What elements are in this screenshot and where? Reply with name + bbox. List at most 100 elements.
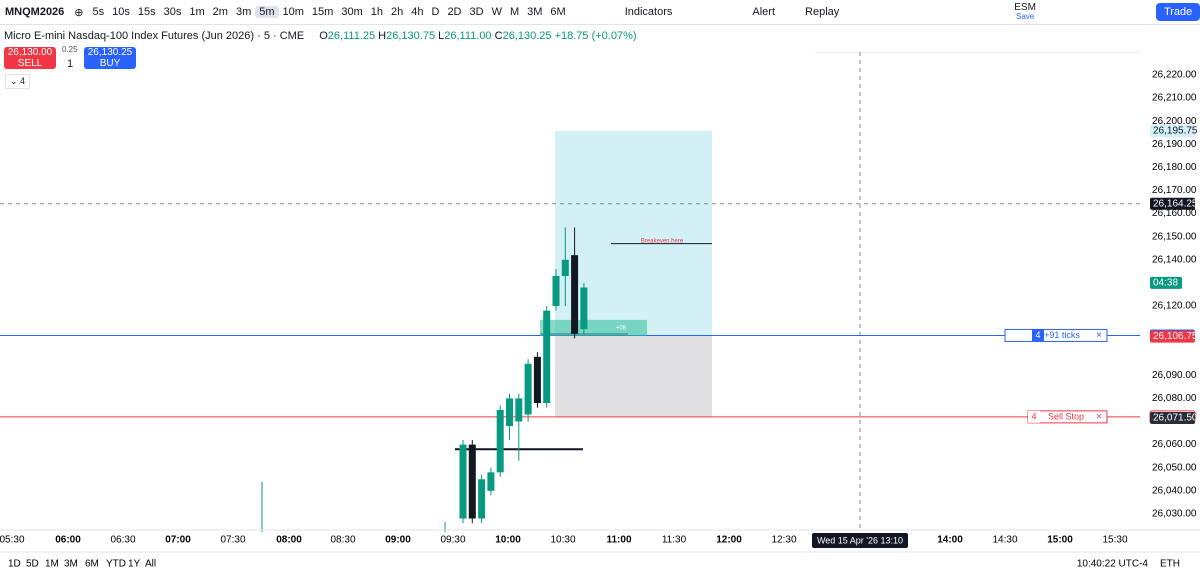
time-tick: 14:00 — [937, 535, 963, 546]
indicators[interactable]: Indicators — [624, 6, 673, 18]
interval[interactable]: 1h — [370, 6, 383, 18]
h-value: 26,130.75 — [386, 30, 436, 42]
order-qty: 4 — [1031, 411, 1036, 421]
order-close[interactable]: × — [1096, 412, 1102, 423]
interval[interactable]: 1m — [189, 6, 205, 18]
interval[interactable]: D — [431, 6, 440, 18]
add-symbol[interactable]: ⊕ — [74, 6, 84, 19]
range-button[interactable]: 6M — [85, 559, 99, 570]
layout-name: ESM — [1014, 2, 1036, 13]
buy-button[interactable]: 26,130.25 BUY — [84, 47, 136, 69]
price-label-bg — [1150, 125, 1195, 138]
range-button[interactable]: YTD — [106, 559, 126, 570]
header: Micro E-mini Nasdaq-100 Index Futures (J… — [4, 30, 637, 42]
order-close[interactable]: × — [1096, 330, 1102, 341]
price-tick: 26,220.00 — [1152, 70, 1197, 81]
sell-button[interactable]: 26,130.00 SELL — [4, 47, 56, 69]
candle-body — [487, 472, 495, 491]
interval[interactable]: 30s — [163, 6, 182, 18]
time-tick: 14:30 — [992, 535, 1017, 546]
price-label-bg — [1150, 276, 1182, 289]
interval[interactable]: 10m — [282, 6, 304, 18]
interval[interactable]: 2D — [447, 6, 462, 18]
time-tick: 07:30 — [220, 535, 245, 546]
range-button[interactable]: 5D — [26, 559, 39, 570]
pnl-badge-bg — [540, 319, 647, 336]
interval[interactable]: 4h — [411, 6, 424, 18]
top-toolbar: MNQM2026 ⊕ 5s 10s 15s 30s 1m 2m 3m 5m 10m 15m 30m 1… — [0, 0, 1200, 25]
time-tick: 08:00 — [276, 535, 302, 546]
time-tick: 05:30 — [0, 535, 25, 546]
interval[interactable]: 5m — [255, 6, 279, 18]
price-tick: 26,060.00 — [1152, 439, 1197, 450]
time-tick: 12:30 — [771, 535, 796, 546]
symbol[interactable]: MNQM2026 — [5, 6, 65, 18]
change: +18.75 (+0.07%) — [554, 30, 637, 42]
price-tick: 26,090.00 — [1152, 370, 1197, 381]
interval[interactable]: 3m — [235, 6, 252, 18]
layout[interactable]: ESM Save — [1014, 2, 1036, 22]
indicator-toggle[interactable]: ⌄ 4 — [5, 74, 31, 89]
c-value: 26,130.25 — [502, 30, 552, 42]
candle-body — [552, 275, 560, 306]
candle-body — [561, 259, 569, 276]
o-value: 26,111.25 — [327, 30, 376, 42]
interval[interactable]: 15s — [137, 6, 156, 18]
target-zone — [555, 131, 712, 336]
interval[interactable]: 5s — [92, 6, 105, 18]
order-label: Sell Stop — [1048, 411, 1084, 421]
time-tick: 06:30 — [110, 535, 135, 546]
trade[interactable]: Trade — [1155, 3, 1200, 21]
range-button[interactable]: All — [145, 559, 156, 570]
interval[interactable]: 3M — [527, 6, 543, 18]
order-label: +91 ticks — [1044, 330, 1080, 340]
quantity[interactable]: 1 — [67, 58, 74, 70]
price-tick: 26,210.00 — [1152, 93, 1197, 104]
interval[interactable]: 6M — [550, 6, 566, 18]
price-label: 26,071.50 — [1153, 413, 1198, 424]
range-button[interactable]: 3M — [64, 559, 78, 570]
clock: 10:40:22 UTC-4 — [1077, 559, 1149, 570]
price-tick: 26,180.00 — [1152, 162, 1197, 173]
candle-body — [478, 479, 486, 519]
replay[interactable]: Replay — [805, 6, 840, 18]
alert[interactable]: Alert — [752, 6, 776, 18]
range-button[interactable]: 1D — [8, 559, 21, 570]
range-button[interactable]: 1Y — [128, 559, 141, 570]
buy-price: 26,130.25 — [87, 47, 133, 58]
price-tick: 26,040.00 — [1152, 485, 1197, 496]
price-label: 26,106.75 — [1153, 331, 1198, 342]
sell-label: SELL — [17, 58, 43, 69]
interval[interactable]: 2m — [212, 6, 228, 18]
price-tick: 26,030.00 — [1152, 509, 1197, 520]
price-label: 26,195.75 — [1153, 126, 1198, 137]
candle-body — [543, 310, 551, 404]
price-label: 04:38 — [1153, 278, 1178, 289]
chart: Breakeven here +08 26,220.00 26,210.00 26,20… — [0, 52, 1200, 570]
interval[interactable]: 30m — [341, 6, 363, 18]
time-tick: 15:30 — [1102, 535, 1127, 546]
interval[interactable]: W — [491, 6, 502, 18]
range-button[interactable]: 1M — [45, 559, 59, 570]
pnl-badge: +08 — [616, 325, 627, 331]
l: L — [438, 30, 445, 42]
time-tick: 10:30 — [550, 535, 575, 546]
time-tick: 15:00 — [1047, 535, 1073, 546]
candle-body — [506, 398, 513, 427]
spread: 0.25 — [62, 45, 78, 54]
session[interactable]: ETH — [1160, 559, 1180, 570]
price-tick: 26,170.00 — [1152, 185, 1197, 196]
interval[interactable]: 3D — [469, 6, 484, 18]
interval[interactable]: 10s — [112, 6, 130, 18]
price-tick: 26,150.00 — [1152, 231, 1197, 242]
candle-body — [459, 444, 467, 519]
time-tick: 08:30 — [330, 535, 355, 546]
l-value: 26,111.00 — [444, 30, 492, 42]
price-tick: 26,160.00 — [1152, 208, 1197, 219]
buy-label: BUY — [99, 58, 121, 69]
interval[interactable]: 15m — [311, 6, 334, 18]
interval[interactable]: 2h — [390, 6, 404, 18]
candle-body — [468, 444, 476, 519]
stop-zone — [555, 335, 712, 417]
interval[interactable]: M — [509, 6, 520, 18]
